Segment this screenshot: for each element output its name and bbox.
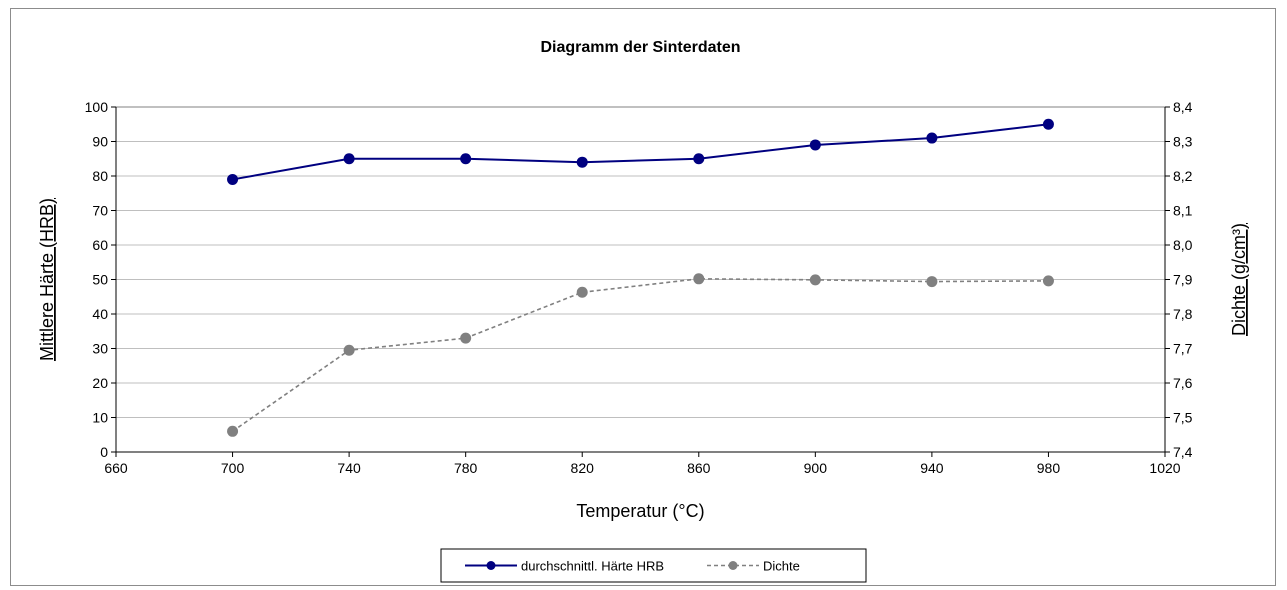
- y-tick-label: 70: [92, 203, 108, 219]
- y2-axis-title: Dichte (g/cm³): [1229, 223, 1249, 336]
- y2-tick-label: 7,5: [1173, 410, 1193, 426]
- data-point: [227, 425, 239, 437]
- x-axis-ticks: 660 700 740 780 820 860 900 940 980 1020: [104, 452, 1181, 476]
- x-axis-title: Temperatur (°C): [576, 501, 704, 521]
- y2-tick-label: 7,9: [1173, 272, 1193, 288]
- data-point: [343, 153, 355, 165]
- data-point: [1042, 118, 1054, 130]
- data-point: [576, 156, 588, 168]
- chart-frame: Diagramm der Sinterdaten 660 700 740 780 820…: [10, 8, 1276, 586]
- x-tick-label: 780: [454, 460, 478, 476]
- series-line: [232, 278, 1049, 432]
- y2-tick-label: 7,8: [1173, 306, 1193, 322]
- y-tick-label: 80: [92, 168, 108, 184]
- x-tick-label: 900: [804, 460, 828, 476]
- y-tick-label: 30: [92, 341, 108, 357]
- y-tick-label: 90: [92, 134, 108, 150]
- y-axis-ticks: 0 10 20 30 40 50 60 70 80 90 100: [85, 99, 116, 460]
- x-tick-label: 660: [104, 460, 128, 476]
- y-tick-label: 100: [85, 99, 109, 115]
- y2-tick-label: 8,1: [1173, 203, 1193, 219]
- y2-tick-label: 8,4: [1173, 99, 1193, 115]
- legend-dot-haerte: [486, 561, 496, 570]
- legend: durchschnittl. Härte HRB Dichte: [440, 548, 867, 583]
- y-axis-title: Mittlere Härte (HRB): [37, 198, 57, 361]
- y2-tick-label: 8,3: [1173, 134, 1193, 150]
- x-tick-label: 700: [221, 460, 245, 476]
- y2-tick-label: 7,4: [1173, 444, 1193, 460]
- data-point: [809, 139, 821, 151]
- y-tick-label: 0: [100, 444, 108, 460]
- data-point: [460, 153, 472, 165]
- series-1: [227, 273, 1054, 437]
- series-layer: [227, 118, 1054, 437]
- legend-label-dichte: Dichte: [763, 559, 800, 574]
- x-tick-label: 860: [687, 460, 711, 476]
- sinter-chart: Diagramm der Sinterdaten 660 700 740 780 820…: [37, 39, 1249, 583]
- x-tick-label: 740: [337, 460, 361, 476]
- data-point: [1042, 275, 1054, 287]
- data-point: [343, 344, 355, 356]
- grid-lines: [116, 106, 1165, 453]
- legend-dot-dichte: [728, 561, 738, 570]
- x-tick-label: 980: [1037, 460, 1061, 476]
- x-tick-label: 820: [571, 460, 595, 476]
- data-point: [576, 286, 588, 298]
- chart-title: Diagramm der Sinterdaten: [540, 39, 740, 56]
- y-tick-label: 60: [92, 237, 108, 253]
- data-point: [693, 153, 705, 165]
- series-line: [232, 123, 1049, 181]
- y-tick-label: 40: [92, 306, 108, 322]
- y-tick-label: 20: [92, 375, 108, 391]
- x-tick-label: 940: [920, 460, 944, 476]
- data-point: [926, 276, 938, 288]
- data-point: [227, 173, 239, 185]
- data-point: [693, 273, 705, 285]
- data-point: [460, 332, 472, 344]
- y2-tick-label: 8,2: [1173, 168, 1193, 184]
- x-tick-label: 1020: [1149, 460, 1180, 476]
- data-point: [809, 274, 821, 286]
- y2-tick-label: 7,7: [1173, 341, 1193, 357]
- y2-tick-label: 7,6: [1173, 375, 1193, 391]
- data-point: [926, 132, 938, 144]
- y2-axis-ticks: 7,4 7,5 7,6 7,7 7,8 7,9 8,0 8,1 8,2 8,3 8,4: [1165, 99, 1193, 460]
- legend-label-haerte: durchschnittl. Härte HRB: [521, 559, 664, 574]
- y-tick-label: 10: [92, 410, 108, 426]
- y-tick-label: 50: [92, 272, 108, 288]
- y2-tick-label: 8,0: [1173, 237, 1193, 253]
- series-0: [227, 118, 1054, 185]
